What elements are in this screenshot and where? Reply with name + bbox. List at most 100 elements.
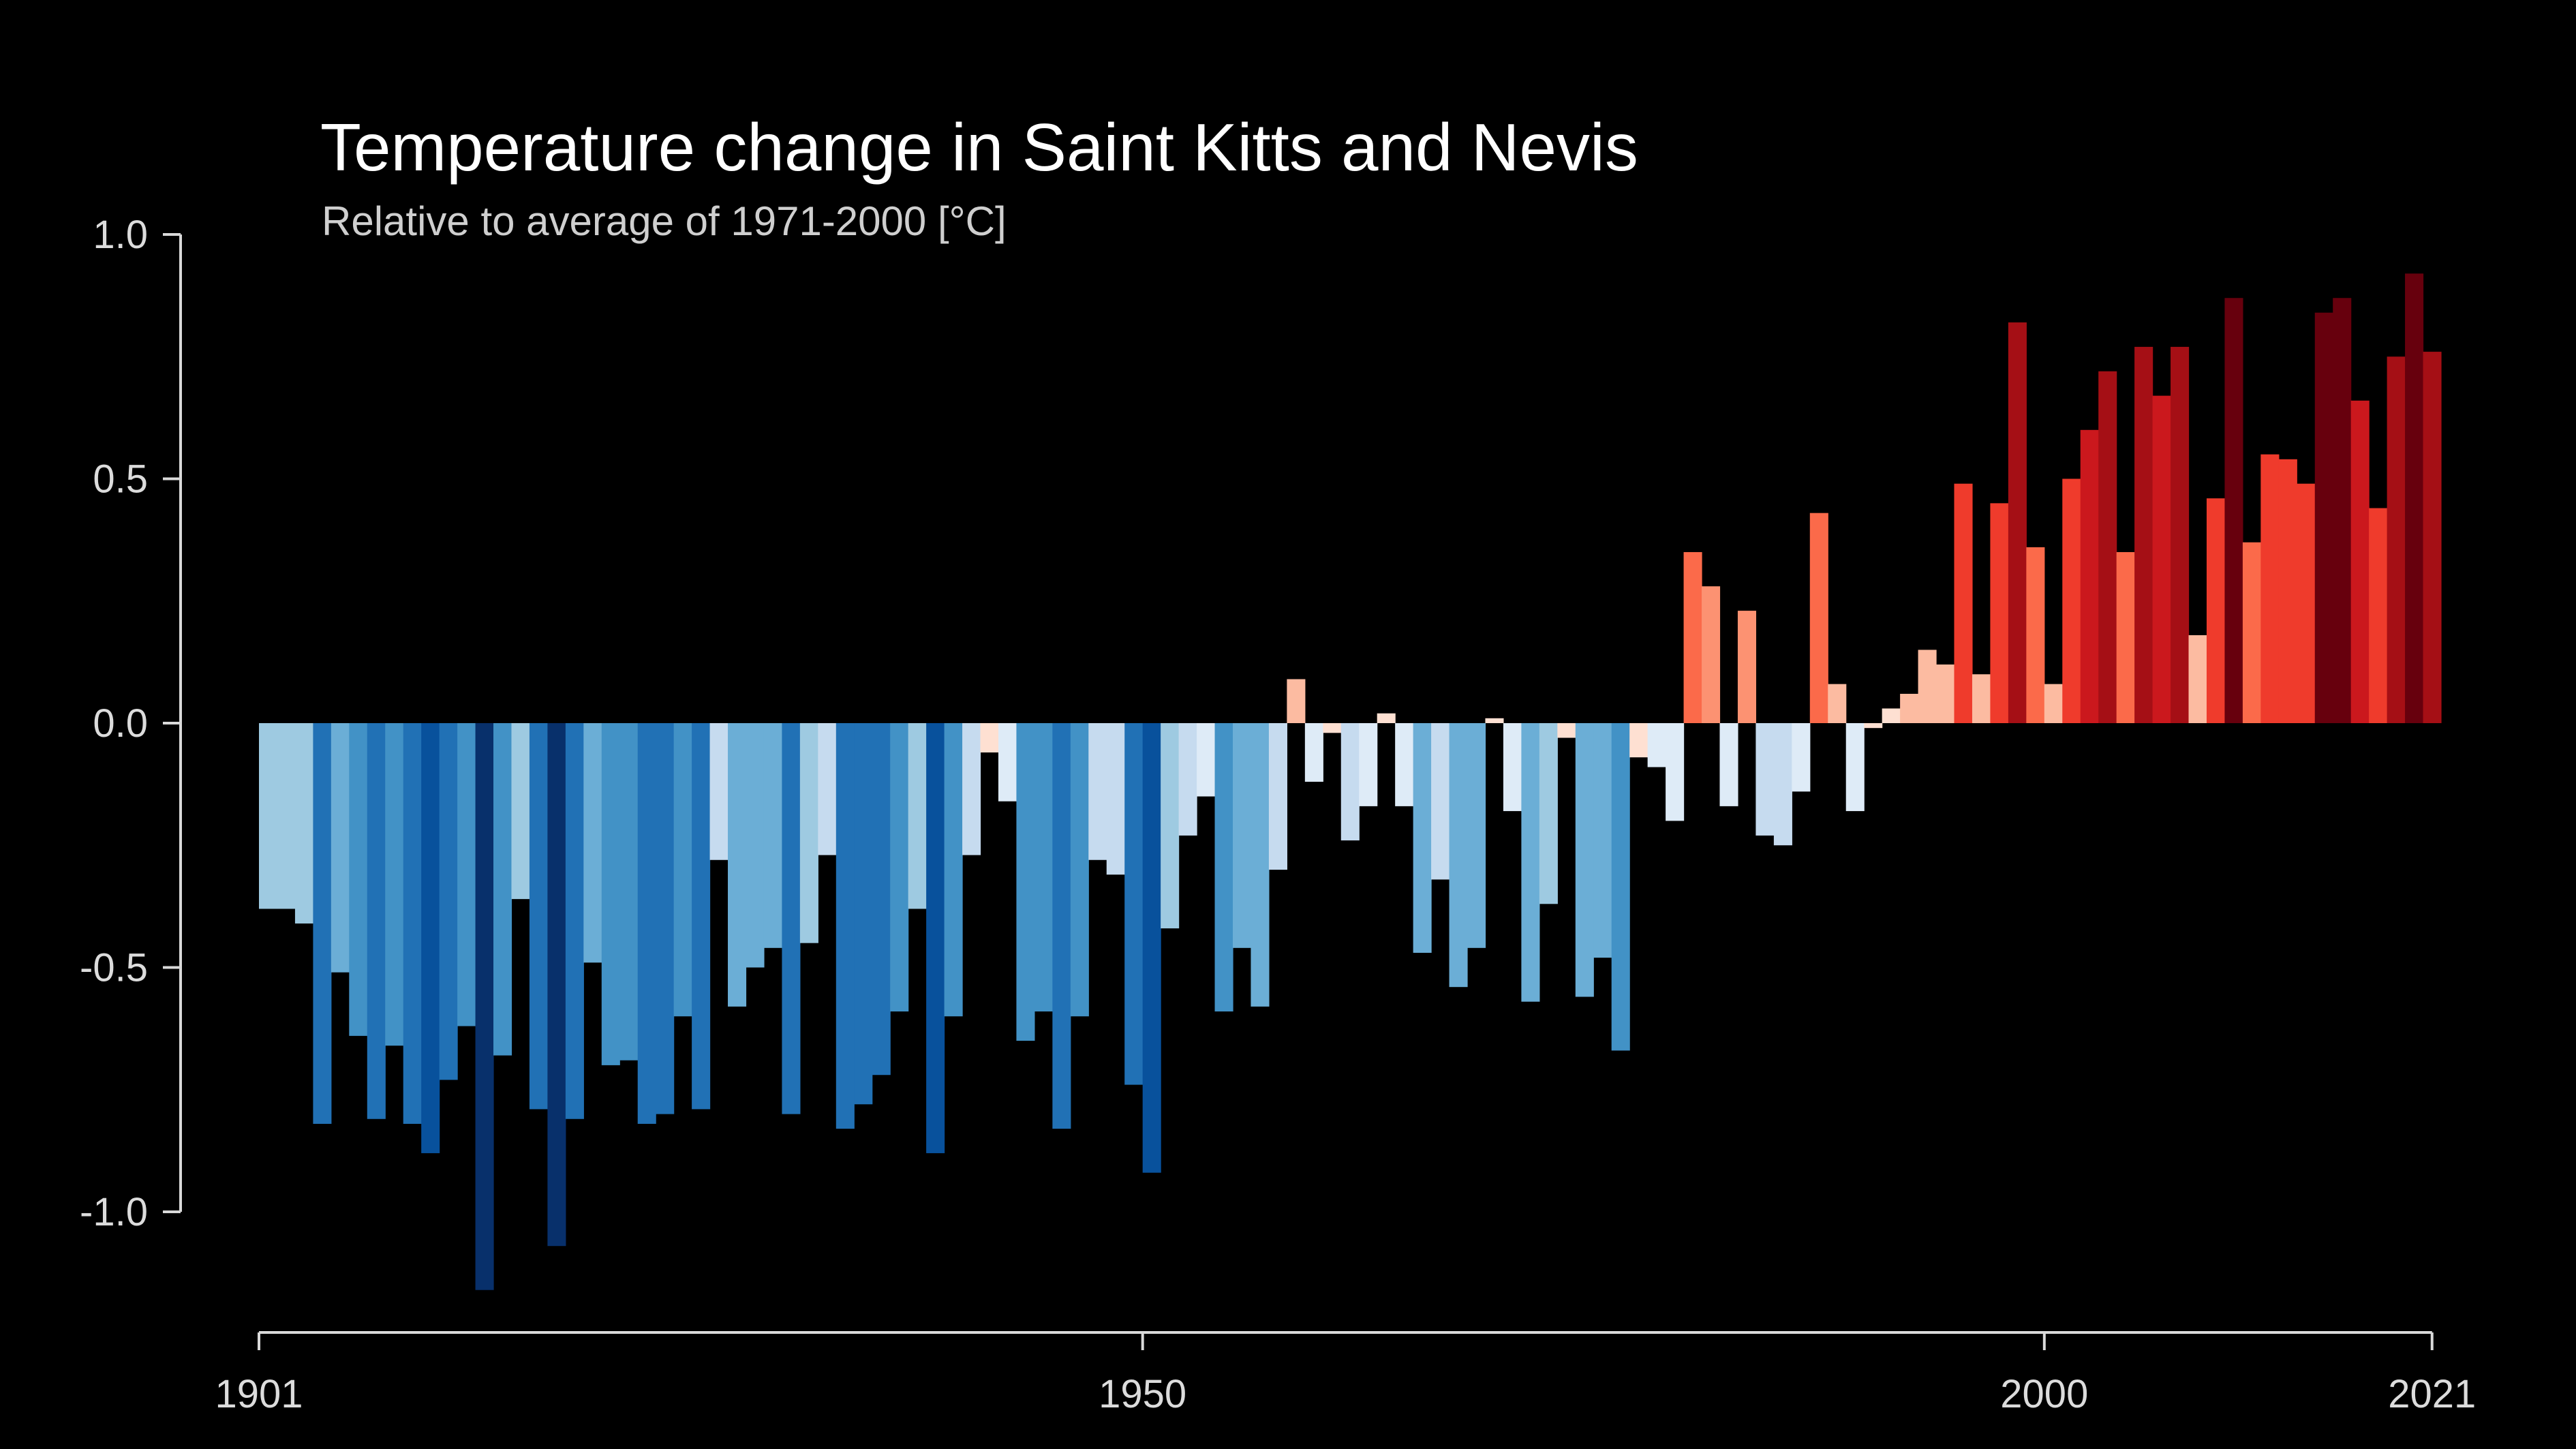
- bar-2019: [2387, 356, 2406, 723]
- bar-1941: [980, 723, 999, 753]
- bar-2000: [2044, 684, 2063, 723]
- bar-1932: [818, 723, 837, 855]
- bar-1928: [746, 723, 765, 968]
- bar-1913: [475, 723, 494, 1290]
- bar-2018: [2369, 508, 2388, 723]
- bar-2009: [2206, 498, 2226, 723]
- bar-1938: [926, 723, 945, 1153]
- bar-2004: [2116, 552, 2135, 723]
- bar-2008: [2188, 635, 2207, 723]
- bar-1965: [1413, 723, 1432, 953]
- bar-2011: [2242, 542, 2261, 723]
- bar-2021: [2423, 352, 2442, 723]
- bar-2003: [2098, 371, 2117, 723]
- bar-1917: [547, 723, 566, 1247]
- bar-1984: [1755, 723, 1775, 836]
- bar-1951: [1161, 723, 1180, 929]
- bar-2016: [2333, 298, 2352, 724]
- bar-1993: [1918, 650, 1937, 723]
- bar-2013: [2278, 459, 2297, 723]
- bar-1907: [367, 723, 386, 1119]
- x-tick-label: 2000: [2000, 1372, 2088, 1416]
- bar-1919: [583, 723, 602, 963]
- bar-1971: [1521, 723, 1540, 1002]
- bar-1911: [439, 723, 458, 1080]
- x-axis: 1901 1950 2000 2021: [215, 1331, 2476, 1416]
- y-tick-label: -1.0: [80, 1190, 148, 1234]
- bar-1902: [277, 723, 296, 909]
- bar-2017: [2350, 400, 2370, 723]
- y-axis: 1.0 0.5 0.0 -0.5 -1.0: [80, 213, 182, 1234]
- bar-1916: [529, 723, 548, 1110]
- bar-1920: [601, 723, 620, 1065]
- bar-1952: [1178, 723, 1197, 836]
- bar-1999: [2026, 547, 2045, 723]
- bar-1962: [1359, 723, 1378, 806]
- bar-1960: [1323, 723, 1342, 733]
- bar-1986: [1792, 723, 1811, 792]
- bar-1976: [1611, 723, 1630, 1051]
- bar-1983: [1737, 611, 1757, 723]
- bar-1969: [1485, 718, 1504, 723]
- bar-1940: [962, 723, 981, 855]
- bar-1930: [782, 723, 801, 1114]
- bar-1904: [313, 723, 332, 1124]
- bar-1977: [1629, 723, 1649, 758]
- bar-1988: [1828, 684, 1847, 723]
- bar-1934: [854, 723, 873, 1105]
- bar-1948: [1106, 723, 1125, 875]
- bar-1921: [619, 723, 639, 1061]
- bar-1923: [656, 723, 675, 1114]
- bar-1909: [403, 723, 422, 1124]
- bar-1953: [1197, 723, 1216, 797]
- bar-1910: [421, 723, 440, 1153]
- bar-1975: [1593, 723, 1612, 958]
- bar-2005: [2134, 346, 2153, 723]
- bar-1942: [998, 723, 1017, 802]
- bar-1958: [1287, 679, 1306, 723]
- bars-group: [259, 273, 2442, 1290]
- bar-1957: [1268, 723, 1287, 870]
- bar-1946: [1070, 723, 1089, 1017]
- bar-1950: [1142, 723, 1161, 1173]
- bar-1903: [294, 723, 313, 924]
- bar-1901: [259, 723, 278, 909]
- bar-1926: [709, 723, 729, 860]
- x-tick-label: 1950: [1099, 1372, 1186, 1416]
- x-tick-label: 1901: [215, 1372, 303, 1416]
- bar-1908: [385, 723, 404, 1046]
- bar-1944: [1034, 723, 1053, 1012]
- bar-1915: [511, 723, 530, 900]
- bar-2012: [2260, 454, 2280, 723]
- bar-1924: [673, 723, 692, 1017]
- bar-1931: [799, 723, 818, 943]
- bar-1967: [1449, 723, 1468, 988]
- bar-1925: [692, 723, 711, 1110]
- bar-1922: [637, 723, 656, 1124]
- bar-1990: [1864, 723, 1883, 729]
- bar-1961: [1340, 723, 1360, 841]
- bar-1918: [565, 723, 584, 1119]
- bar-1927: [728, 723, 747, 1007]
- bar-2007: [2171, 346, 2190, 723]
- bar-1973: [1557, 723, 1576, 738]
- bar-2010: [2224, 298, 2243, 724]
- y-tick-label: 0.0: [93, 701, 148, 746]
- bar-1974: [1575, 723, 1594, 997]
- bar-1970: [1503, 723, 1522, 812]
- bar-2006: [2152, 395, 2171, 723]
- bar-1963: [1377, 713, 1396, 723]
- bar-1991: [1882, 708, 1901, 723]
- bar-1939: [944, 723, 963, 1017]
- bar-1968: [1467, 723, 1486, 948]
- bar-1994: [1936, 664, 1955, 723]
- y-tick-label: -0.5: [80, 946, 148, 990]
- bar-2015: [2314, 312, 2333, 724]
- bar-1906: [349, 723, 368, 1036]
- y-tick-label: 1.0: [93, 213, 148, 257]
- bar-1989: [1845, 723, 1865, 812]
- bar-1996: [1972, 674, 1991, 723]
- bar-2002: [2080, 429, 2099, 723]
- bar-1905: [331, 723, 350, 973]
